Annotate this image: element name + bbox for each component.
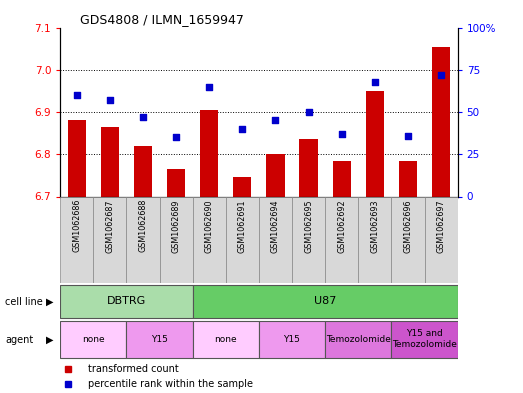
Text: GSM1062690: GSM1062690 <box>204 199 214 253</box>
Bar <box>60 321 127 358</box>
Bar <box>391 196 425 283</box>
Text: GSM1062693: GSM1062693 <box>370 199 379 253</box>
Point <box>172 134 180 140</box>
Bar <box>167 169 185 196</box>
Bar <box>101 127 119 196</box>
Bar <box>259 321 325 358</box>
Bar <box>325 196 358 283</box>
Point <box>371 79 379 85</box>
Point <box>271 117 280 123</box>
Text: GSM1062691: GSM1062691 <box>238 199 247 253</box>
Point <box>337 131 346 137</box>
Bar <box>192 321 259 358</box>
Bar <box>300 140 317 196</box>
Bar <box>399 161 417 196</box>
Bar <box>432 46 450 196</box>
Bar <box>233 178 252 196</box>
Text: none: none <box>214 335 237 343</box>
Bar <box>358 196 391 283</box>
Bar <box>93 196 127 283</box>
Point <box>106 97 114 103</box>
Point <box>404 132 412 139</box>
Text: Y15: Y15 <box>151 335 168 343</box>
Text: GSM1062695: GSM1062695 <box>304 199 313 253</box>
Bar <box>127 196 160 283</box>
Text: Y15 and
Temozolomide: Y15 and Temozolomide <box>392 329 457 349</box>
Point <box>139 114 147 120</box>
Bar <box>292 196 325 283</box>
Text: Y15: Y15 <box>283 335 300 343</box>
Bar <box>200 110 218 196</box>
Text: GSM1062689: GSM1062689 <box>172 199 180 253</box>
Bar <box>60 285 192 318</box>
Text: ▶: ▶ <box>46 335 53 345</box>
Text: Temozolomide: Temozolomide <box>326 335 391 343</box>
Bar <box>192 196 226 283</box>
Text: DBTRG: DBTRG <box>107 296 146 306</box>
Text: transformed count: transformed count <box>88 364 179 374</box>
Text: GDS4808 / ILMN_1659947: GDS4808 / ILMN_1659947 <box>80 13 244 26</box>
Text: GSM1062697: GSM1062697 <box>437 199 446 253</box>
Bar <box>325 321 391 358</box>
Bar <box>333 161 351 196</box>
Bar <box>160 196 192 283</box>
Text: none: none <box>82 335 105 343</box>
Text: cell line: cell line <box>5 297 43 307</box>
Text: ▶: ▶ <box>46 297 53 307</box>
Text: GSM1062696: GSM1062696 <box>403 199 413 253</box>
Bar <box>366 91 384 196</box>
Bar <box>391 321 458 358</box>
Text: percentile rank within the sample: percentile rank within the sample <box>88 379 253 389</box>
Point <box>437 72 445 78</box>
Text: GSM1062688: GSM1062688 <box>139 199 147 252</box>
Point <box>304 109 313 115</box>
Bar <box>226 196 259 283</box>
Text: agent: agent <box>5 335 33 345</box>
Text: GSM1062694: GSM1062694 <box>271 199 280 253</box>
Bar <box>425 196 458 283</box>
Text: GSM1062687: GSM1062687 <box>105 199 115 253</box>
Bar <box>60 196 93 283</box>
Text: GSM1062686: GSM1062686 <box>72 199 81 252</box>
Point <box>73 92 81 98</box>
Bar <box>266 154 285 196</box>
Bar <box>134 146 152 196</box>
Point <box>238 126 246 132</box>
Bar <box>259 196 292 283</box>
Text: U87: U87 <box>314 296 336 306</box>
Bar <box>192 285 458 318</box>
Point <box>205 83 213 90</box>
Bar <box>127 321 192 358</box>
Text: GSM1062692: GSM1062692 <box>337 199 346 253</box>
Bar <box>67 120 86 196</box>
